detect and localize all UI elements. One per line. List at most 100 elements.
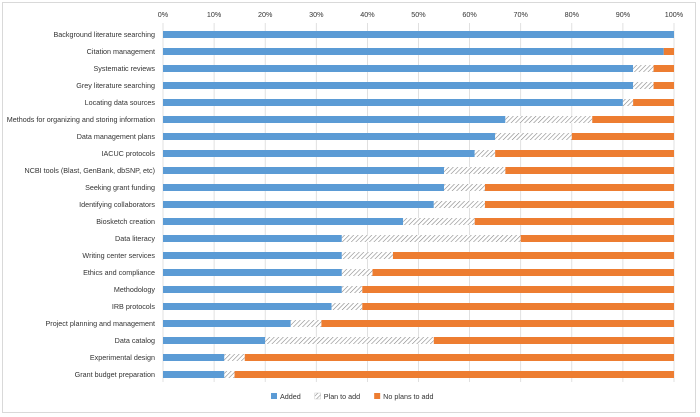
- bar-no-plans-to-add: [362, 303, 674, 310]
- bars: [163, 31, 675, 378]
- bar-plan-to-add: [341, 235, 521, 242]
- x-tick-label: 70%: [514, 10, 529, 19]
- legend-label: No plans to add: [383, 392, 433, 401]
- bar-no-plans-to-add: [571, 133, 674, 140]
- bar-no-plans-to-add: [392, 252, 674, 259]
- bar-added: [163, 99, 623, 106]
- legend-swatch: [314, 392, 321, 400]
- bar-no-plans-to-add: [505, 167, 674, 174]
- category-labels: Background literature searching Citation …: [7, 30, 156, 379]
- bar-no-plans-to-add: [633, 99, 674, 106]
- category-label: Ethics and compliance: [83, 268, 155, 277]
- bar-added: [163, 31, 674, 38]
- bar-no-plans-to-add: [663, 48, 674, 55]
- x-tick-label: 60%: [462, 10, 477, 19]
- bar-plan-to-add: [341, 286, 363, 293]
- x-tick-label: 100%: [665, 10, 684, 19]
- category-label: Systematic reviews: [93, 64, 155, 73]
- x-tick-label: 40%: [360, 10, 375, 19]
- category-label: Locating data sources: [85, 98, 156, 107]
- x-tick-label: 80%: [565, 10, 580, 19]
- bar-added: [163, 303, 332, 310]
- x-axis-ticks: 0% 10% 20% 30% 40% 50% 60% 70% 80% 90% 100%: [158, 10, 684, 19]
- bar-plan-to-add: [444, 167, 506, 174]
- bar-no-plans-to-add: [474, 218, 674, 225]
- category-label: Grey literature searching: [76, 81, 155, 90]
- bar-plan-to-add: [633, 65, 654, 72]
- bar-added: [163, 320, 291, 327]
- bar-no-plans-to-add: [520, 235, 674, 242]
- x-tick-label: 0%: [158, 10, 169, 19]
- bar-no-plans-to-add: [484, 184, 674, 191]
- category-label: Data catalog: [115, 336, 155, 345]
- legend: Added Plan to add No plans to add: [271, 392, 434, 401]
- category-label: Methodology: [114, 285, 156, 294]
- bar-no-plans-to-add: [244, 354, 674, 361]
- category-label: NCBI tools (Blast, GenBank, dbSNP, etc): [25, 166, 156, 175]
- bar-plan-to-add: [224, 371, 235, 378]
- x-tick-label: 90%: [616, 10, 631, 19]
- bar-no-plans-to-add: [433, 337, 674, 344]
- bar-added: [163, 167, 445, 174]
- category-label: Biosketch creation: [96, 217, 155, 226]
- x-tick-label: 50%: [411, 10, 426, 19]
- bar-added: [163, 235, 342, 242]
- bar-plan-to-add: [622, 99, 634, 106]
- bar-plan-to-add: [224, 354, 245, 361]
- category-label: Citation management: [87, 47, 155, 56]
- bar-plan-to-add: [505, 116, 593, 123]
- bar-added: [163, 354, 225, 361]
- bar-no-plans-to-add: [234, 371, 675, 378]
- bar-plan-to-add: [265, 337, 434, 344]
- legend-swatch: [374, 393, 381, 399]
- bar-added: [163, 269, 342, 276]
- x-tick-label: 20%: [258, 10, 273, 19]
- bar-no-plans-to-add: [653, 82, 674, 89]
- bar-added: [163, 133, 496, 140]
- category-label: Methods for organizing and storing infor…: [7, 115, 155, 124]
- bar-no-plans-to-add: [484, 201, 674, 208]
- legend-swatch: [271, 393, 277, 399]
- category-label: IACUC protocols: [101, 149, 155, 158]
- bar-no-plans-to-add: [321, 320, 674, 327]
- category-label: Seeking grant funding: [85, 183, 155, 192]
- category-label: Data literacy: [115, 234, 155, 243]
- bar-added: [163, 184, 445, 191]
- legend-label: Added: [280, 392, 301, 401]
- bar-added: [163, 65, 634, 72]
- legend-label: Plan to add: [324, 392, 360, 401]
- category-label: IRB protocols: [112, 302, 156, 311]
- category-label: Project planning and management: [46, 319, 155, 328]
- bar-added: [163, 337, 266, 344]
- category-label: Writing center services: [82, 251, 155, 260]
- bar-plan-to-add: [403, 218, 475, 225]
- bar-added: [163, 116, 506, 123]
- bar-added: [163, 371, 225, 378]
- bar-plan-to-add: [341, 252, 393, 259]
- category-label: Background literature searching: [54, 30, 155, 39]
- bar-no-plans-to-add: [592, 116, 674, 123]
- x-tick-label: 10%: [207, 10, 222, 19]
- bar-no-plans-to-add: [653, 65, 674, 72]
- bar-no-plans-to-add: [495, 150, 674, 157]
- bar-plan-to-add: [341, 269, 373, 276]
- bar-added: [163, 218, 404, 225]
- bar-added: [163, 150, 475, 157]
- bar-plan-to-add: [474, 150, 496, 157]
- category-label: Experimental design: [90, 353, 155, 362]
- bar-added: [163, 286, 342, 293]
- bar-added: [163, 252, 342, 259]
- bar-added: [163, 82, 634, 89]
- bar-added: [163, 201, 434, 208]
- bar-no-plans-to-add: [362, 286, 674, 293]
- category-label: Identifying collaborators: [79, 200, 155, 209]
- bar-plan-to-add: [331, 303, 363, 310]
- bar-no-plans-to-add: [372, 269, 674, 276]
- category-label: Data management plans: [77, 132, 156, 141]
- category-label: Grant budget preparation: [75, 370, 155, 379]
- bar-plan-to-add: [633, 82, 654, 89]
- x-tick-label: 30%: [309, 10, 324, 19]
- bar-plan-to-add: [444, 184, 485, 191]
- bar-plan-to-add: [433, 201, 485, 208]
